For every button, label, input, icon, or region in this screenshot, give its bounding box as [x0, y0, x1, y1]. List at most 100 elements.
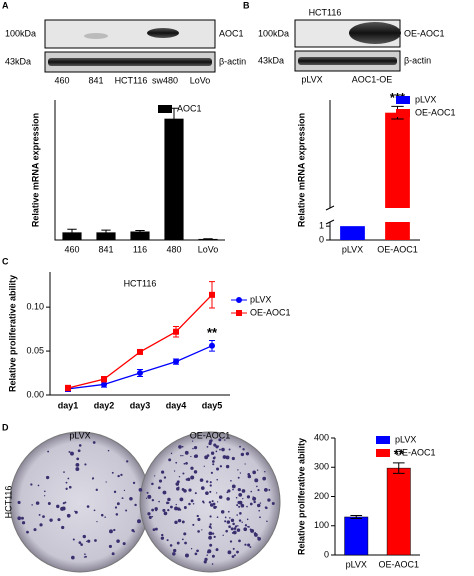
colony — [211, 563, 214, 565]
colony — [232, 522, 235, 526]
axes — [54, 100, 225, 241]
colony — [181, 520, 185, 524]
panel-label: D — [2, 422, 9, 432]
colony — [183, 506, 187, 509]
colony — [151, 499, 155, 502]
colony — [210, 451, 215, 455]
y-tick-label: 0.10 — [26, 302, 44, 312]
colony — [125, 509, 128, 512]
colony — [206, 554, 208, 556]
blot-band — [48, 58, 212, 66]
colony — [253, 533, 258, 537]
colony — [151, 508, 155, 512]
legend-label: pLVX — [250, 294, 271, 304]
colony — [209, 490, 212, 494]
legend-marker — [236, 310, 242, 316]
colony — [157, 486, 161, 490]
colony — [84, 463, 87, 466]
colony — [178, 445, 182, 449]
colony — [121, 497, 124, 500]
colony — [242, 448, 245, 451]
colony — [225, 455, 230, 460]
colony — [151, 515, 154, 518]
blot-protein: β-actin — [404, 55, 431, 65]
colony — [147, 494, 152, 499]
colony — [26, 530, 29, 534]
blot-lane: HCT116 — [115, 75, 148, 85]
colony — [250, 490, 253, 493]
y-axis-label: Relative proliferative ability — [7, 275, 17, 392]
colony — [218, 495, 223, 499]
x-tick-label: day5 — [202, 400, 223, 410]
colony — [212, 502, 216, 506]
colony — [213, 443, 217, 447]
colony — [186, 477, 191, 482]
colony — [105, 481, 107, 483]
blot-band — [84, 33, 108, 39]
colony — [256, 485, 258, 488]
colony — [33, 528, 37, 532]
marker — [137, 348, 143, 355]
colony — [218, 438, 222, 442]
colony — [208, 441, 212, 446]
colony — [17, 500, 21, 504]
colony — [172, 552, 176, 556]
colony — [37, 484, 40, 487]
colony — [226, 520, 231, 524]
colony — [199, 478, 204, 482]
colony — [167, 509, 170, 512]
colony — [217, 445, 220, 447]
colony — [190, 455, 192, 458]
colony — [228, 525, 231, 529]
legend-swatch — [376, 449, 390, 457]
y-tick-label: 300 — [314, 462, 329, 472]
colony — [220, 510, 225, 514]
colony — [215, 548, 219, 552]
panel-label: B — [243, 0, 250, 10]
colony — [122, 542, 126, 546]
colony — [238, 493, 243, 497]
colony — [180, 454, 182, 457]
colony — [158, 500, 160, 503]
colony — [224, 520, 227, 523]
colony — [182, 472, 185, 475]
colony — [192, 447, 194, 450]
colony — [76, 457, 80, 461]
colony — [71, 555, 75, 560]
petri-dish — [9, 431, 151, 573]
colony — [243, 527, 248, 532]
colony — [62, 502, 65, 505]
colony — [154, 527, 158, 531]
error-bar — [101, 229, 111, 236]
colony — [229, 517, 231, 519]
colony — [258, 509, 260, 512]
colony — [256, 503, 261, 508]
colony — [267, 498, 271, 502]
colony — [227, 550, 232, 555]
colony — [70, 451, 74, 456]
colony — [232, 488, 234, 491]
colony — [151, 482, 154, 486]
blot-panel — [44, 19, 216, 49]
colony — [246, 495, 251, 499]
colony — [94, 539, 97, 542]
x-tick-label: pLVX — [342, 244, 363, 254]
dish-row-label: HCT116 — [3, 486, 13, 519]
colony — [30, 483, 33, 486]
panel-label: C — [2, 256, 9, 266]
colony — [230, 479, 232, 482]
colony — [84, 553, 86, 556]
colony — [21, 521, 26, 525]
colony — [93, 509, 96, 512]
y-tick-label: 0 — [319, 234, 324, 244]
x-tick-label: OE-AOC1 — [377, 244, 418, 254]
colony — [131, 498, 133, 500]
colony — [75, 467, 80, 471]
colony — [215, 506, 218, 508]
colony — [203, 465, 205, 467]
colony — [31, 504, 33, 506]
colony — [229, 540, 233, 543]
colony — [257, 489, 260, 492]
colony — [239, 512, 242, 515]
colony — [192, 523, 195, 526]
